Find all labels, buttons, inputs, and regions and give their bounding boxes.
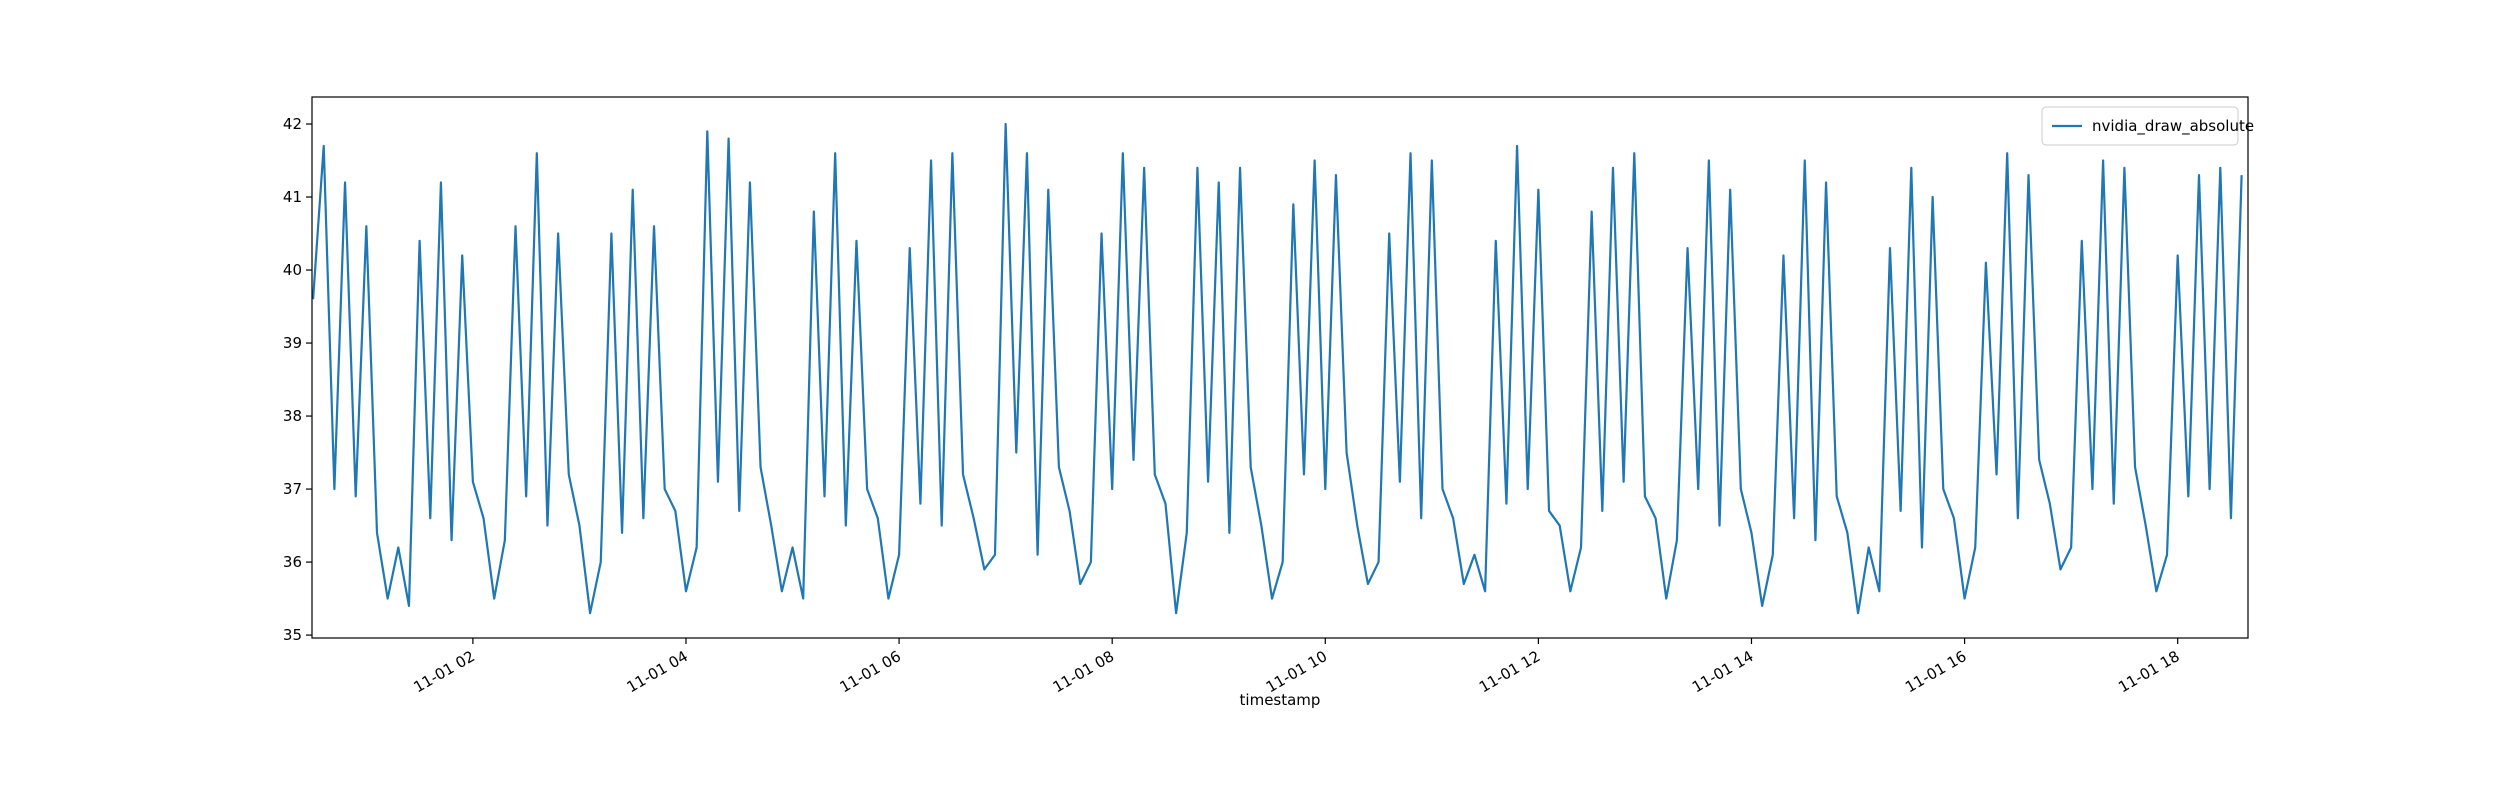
y-tick-label: 37 [283, 480, 302, 498]
plot-frame [311, 96, 2249, 639]
legend-label: nvidia_draw_absolute [2092, 117, 2254, 136]
y-tick-label: 36 [283, 553, 302, 571]
y-tick-label: 41 [283, 188, 302, 206]
legend-box [2041, 106, 2239, 146]
x-axis-label: timestamp [1240, 691, 1321, 709]
series-line [311, 122, 2243, 615]
y-tick-label: 35 [283, 626, 302, 644]
y-tick-label: 42 [283, 115, 302, 133]
y-tick-label: 39 [283, 334, 302, 352]
y-tick-label: 40 [283, 261, 302, 279]
y-tick-label: 38 [283, 407, 302, 425]
